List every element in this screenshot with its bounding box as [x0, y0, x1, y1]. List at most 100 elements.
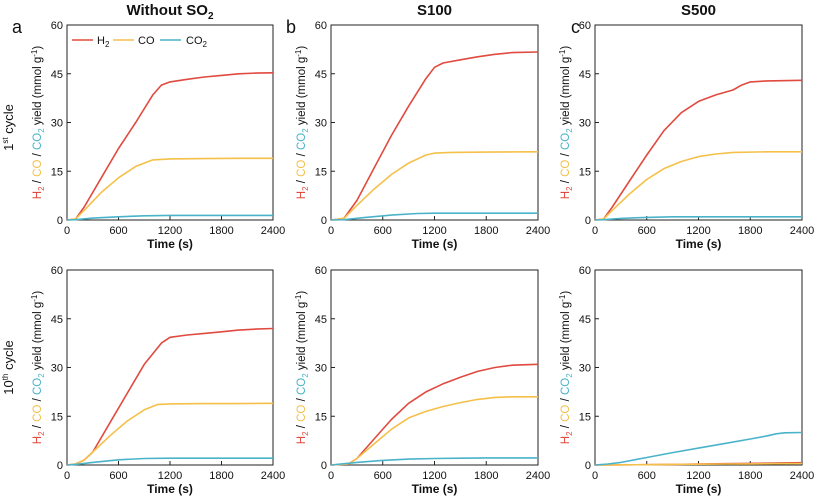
ylabel-sup: -1 [30, 49, 39, 57]
x-tick-label: 1200 [422, 470, 446, 482]
y-tick-label: 60 [51, 20, 63, 32]
x-tick-label: 1200 [158, 225, 182, 237]
y-tick-label: 15 [579, 166, 591, 178]
y-tick-label: 0 [585, 215, 591, 227]
panel-letter-b: b [286, 17, 296, 37]
ylabel-co: CO [560, 405, 572, 422]
x-tick-label: 2400 [790, 225, 814, 237]
series-line-co [66, 402, 274, 466]
series-line-co2 [66, 457, 273, 466]
y-tick-label: 60 [51, 265, 63, 277]
x-tick-label: 600 [374, 225, 392, 237]
ylabel-sep: / [296, 177, 308, 187]
ylabel-h2-sub: 2 [301, 186, 310, 191]
x-tick-label: 0 [592, 225, 598, 237]
x-tick-label: 1200 [422, 225, 446, 237]
ylabel-close: ) [560, 46, 572, 50]
ylabel-sep: / [32, 395, 44, 405]
ylabel-sup: -1 [294, 294, 303, 302]
row-label-num: 10 [1, 380, 16, 394]
ylabel-co2-sub: 2 [565, 128, 574, 133]
ylabel-co2: CO [296, 133, 308, 150]
x-tick-label: 0 [64, 225, 70, 237]
plot-frame [594, 24, 803, 221]
series-line-h2 [66, 327, 274, 466]
x-axis-label: Time (s) [676, 482, 722, 496]
legend-label-main: CO [186, 35, 203, 47]
series-line-h2 [330, 363, 539, 466]
column-title-sub: 2 [208, 11, 214, 22]
row-label-text: cycle [1, 340, 16, 373]
legend: H2 CO CO2 [72, 35, 208, 49]
y-tick-label: 0 [585, 460, 591, 472]
series-line-co [594, 151, 802, 221]
series-line-h2 [66, 72, 274, 221]
ylabel-rest: yield (mmol g [296, 57, 308, 129]
x-tick-label: 1800 [738, 225, 762, 237]
ylabel-co: CO [32, 405, 44, 422]
series-line-co [594, 462, 803, 466]
series-line-co2 [594, 216, 802, 221]
series-line-h2 [330, 51, 539, 221]
x-tick-label: 1800 [209, 225, 233, 237]
x-tick-label: 1200 [686, 470, 710, 482]
ylabel-close: ) [32, 291, 44, 295]
ylabel-close: ) [560, 291, 572, 295]
y-axis-label: H2 / CO / CO2 yield (mmol g-1) [294, 291, 310, 445]
row-label-sup: st [1, 137, 10, 144]
ylabel-sep: / [296, 422, 308, 432]
ylabel-h2-sub: 2 [301, 431, 310, 436]
y-tick-label: 0 [321, 215, 327, 227]
legend-label-sub: 2 [105, 40, 110, 49]
ylabel-co: CO [32, 160, 44, 177]
legend-label-co2: CO2 [186, 35, 208, 49]
ylabel-sup: -1 [30, 294, 39, 302]
y-axis-label: H2 / CO / CO2 yield (mmol g-1) [30, 46, 46, 200]
legend-label-h2: H2 [97, 35, 110, 49]
x-tick-label: 600 [109, 225, 127, 237]
y-tick-label: 45 [315, 314, 327, 326]
ylabel-rest: yield (mmol g [560, 302, 572, 374]
ylabel-sup: -1 [558, 49, 567, 57]
ylabel-co2-sub: 2 [565, 373, 574, 378]
y-axis-label: H2 / CO / CO2 yield (mmol g-1) [558, 291, 574, 445]
y-tick-label: 15 [51, 166, 63, 178]
ylabel-rest: yield (mmol g [32, 302, 44, 374]
x-tick-label: 2400 [526, 470, 550, 482]
ylabel-co2-sub: 2 [301, 373, 310, 378]
ylabel-sep: / [560, 422, 572, 432]
ylabel-h2-sub: 2 [565, 431, 574, 436]
ylabel-co2-sub: 2 [37, 128, 46, 133]
series-line-co [66, 157, 273, 221]
legend-label-sub: 2 [203, 40, 208, 49]
ylabel-rest: yield (mmol g [296, 302, 308, 374]
plot-frame [66, 24, 274, 221]
ylabel-sep: / [32, 150, 44, 160]
ylabel-h2-sub: 2 [565, 186, 574, 191]
ylabel-sup: -1 [294, 49, 303, 57]
x-axis-label: Time (s) [412, 237, 458, 251]
x-tick-label: 1800 [738, 470, 762, 482]
ylabel-sep: / [560, 150, 572, 160]
y-tick-label: 45 [51, 314, 63, 326]
y-axis-label: H2 / CO / CO2 yield (mmol g-1) [558, 46, 574, 200]
ylabel-co2-sub: 2 [37, 373, 46, 378]
x-tick-label: 2400 [261, 225, 285, 237]
y-tick-label: 45 [579, 69, 591, 81]
ylabel-sep: / [32, 177, 44, 187]
y-tick-label: 45 [315, 69, 327, 81]
series-line-co2 [66, 214, 273, 221]
x-tick-label: 0 [592, 470, 598, 482]
x-tick-label: 600 [638, 470, 656, 482]
y-tick-label: 45 [51, 69, 63, 81]
x-tick-label: 600 [374, 470, 392, 482]
column-title: S100 [417, 2, 452, 19]
ylabel-co: CO [560, 160, 572, 177]
column-title: S500 [681, 2, 716, 19]
ylabel-h2-sub: 2 [37, 186, 46, 191]
x-tick-label: 2400 [261, 470, 285, 482]
